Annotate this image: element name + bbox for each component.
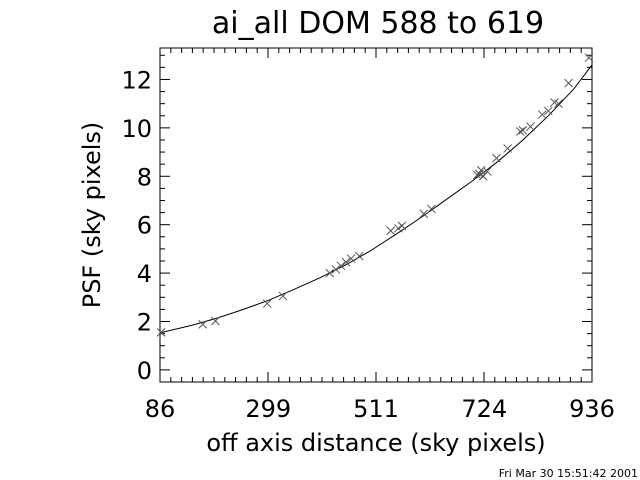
data-point [492, 153, 501, 163]
data-point-stroke [278, 291, 288, 301]
data-point-stroke [346, 254, 356, 263]
data-point [325, 268, 335, 278]
data-point-stroke [419, 209, 429, 219]
data-point [476, 165, 486, 175]
data-point-stroke [156, 328, 166, 337]
data-point [503, 144, 512, 153]
fit-curve [159, 64, 593, 334]
data-point [537, 110, 547, 119]
data-point-stroke [564, 78, 573, 88]
data-point-stroke [397, 221, 407, 231]
x-tick-label: 511 [353, 395, 399, 423]
data-point [331, 265, 341, 274]
data-point-stroke [482, 167, 492, 176]
y-tick-label: 4 [137, 260, 152, 288]
y-tick-label: 8 [137, 163, 152, 191]
data-point-stroke [341, 257, 351, 267]
data-point [397, 221, 407, 231]
data-point [341, 257, 351, 267]
data-point-stroke [478, 171, 488, 181]
data-point [346, 254, 356, 263]
data-point [156, 328, 166, 337]
y-tick-label: 12 [121, 66, 152, 94]
data-point [419, 209, 429, 219]
data-point [386, 226, 396, 236]
x-axis-ticks [159, 48, 593, 382]
data-point-stroke [331, 265, 341, 274]
x-tick-label: 936 [569, 395, 615, 423]
data-point [262, 299, 272, 308]
x-axis-tick-labels: 86 299 511 724 936 [145, 395, 615, 423]
y-tick-label: 6 [137, 212, 152, 240]
data-point-stroke [518, 125, 528, 135]
data-point-stroke [325, 268, 335, 278]
data-point [584, 53, 594, 63]
data-point [211, 316, 220, 326]
data-point [478, 171, 488, 181]
data-point [526, 122, 535, 132]
y-axis-ticks [160, 54, 592, 371]
data-point-stroke [515, 127, 525, 136]
data-point-stroke [584, 53, 594, 63]
data-point [554, 99, 563, 109]
data-point-stroke [503, 144, 512, 153]
data-point [354, 251, 364, 261]
data-point [198, 320, 208, 329]
data-point [543, 106, 553, 116]
y-axis-label: PSF (sky pixels) [78, 122, 106, 309]
data-point-stroke [427, 204, 436, 214]
data-point-stroke [554, 99, 563, 109]
data-point [427, 204, 436, 214]
data-point-stroke [354, 251, 364, 261]
y-axis-tick-labels: 0 2 4 6 8 10 12 [121, 66, 152, 384]
chart-title: ai_all DOM 588 to 619 [212, 6, 544, 41]
y-tick-label: 2 [137, 308, 152, 336]
data-point [482, 167, 492, 176]
data-point-stroke [537, 110, 547, 119]
data-point-stroke [526, 122, 535, 132]
data-point [336, 261, 346, 271]
x-axis-label: off axis distance (sky pixels) [206, 429, 545, 457]
x-tick-label: 86 [145, 395, 176, 423]
data-point-stroke [198, 320, 208, 329]
data-point [515, 127, 525, 136]
data-point [278, 291, 288, 301]
data-point-stroke [550, 98, 559, 107]
data-point-stroke [492, 153, 501, 163]
y-tick-label: 0 [137, 357, 152, 385]
plot-frame [159, 47, 593, 383]
data-point-stroke [262, 299, 272, 308]
data-point-stroke [543, 106, 553, 116]
data-point-stroke [386, 226, 396, 236]
timestamp: Fri Mar 30 15:51:42 2001 [499, 467, 638, 480]
y-tick-label: 10 [121, 115, 152, 143]
data-point-stroke [211, 316, 220, 326]
data-markers [156, 53, 594, 337]
data-point-stroke [336, 261, 346, 271]
data-point [564, 78, 573, 88]
x-tick-label: 299 [245, 395, 291, 423]
data-point [518, 125, 528, 135]
x-tick-label: 724 [461, 395, 507, 423]
